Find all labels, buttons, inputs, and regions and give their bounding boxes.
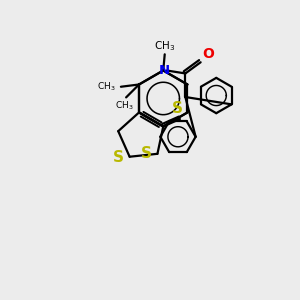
Text: O: O [202, 47, 214, 61]
Text: CH$_3$: CH$_3$ [154, 39, 175, 53]
Text: S: S [141, 146, 152, 161]
Text: N: N [158, 64, 169, 77]
Text: CH$_3$: CH$_3$ [97, 80, 116, 93]
Text: S: S [172, 101, 183, 116]
Text: CH$_3$: CH$_3$ [115, 100, 134, 112]
Text: S: S [113, 150, 124, 165]
